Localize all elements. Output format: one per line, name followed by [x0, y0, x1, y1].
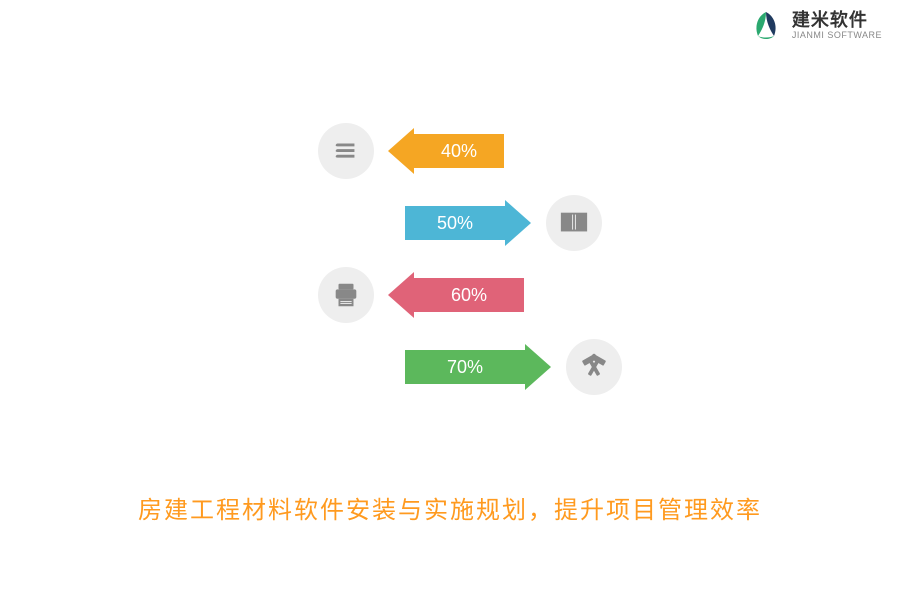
logo-title-cn: 建米软件: [792, 11, 882, 31]
arrow-infographic: 40% 50% 60% 70%: [0, 115, 900, 403]
printer-icon: [318, 267, 374, 323]
logo-title-en: JIANMI SOFTWARE: [792, 31, 882, 41]
logo-mark-icon: [748, 8, 784, 44]
arrow-label: 40%: [414, 134, 504, 168]
hammers-icon: [566, 339, 622, 395]
arrow-left: 40%: [388, 128, 504, 174]
arrow-right: 70%: [405, 344, 551, 390]
arrow-row: 60%: [0, 259, 900, 331]
arrow-label: 50%: [405, 206, 505, 240]
books-icon: [318, 123, 374, 179]
arrow-right: 50%: [405, 200, 531, 246]
arrow-left: 60%: [388, 272, 524, 318]
brand-logo: 建米软件 JIANMI SOFTWARE: [748, 8, 882, 44]
arrow-label: 70%: [405, 350, 525, 384]
arrow-row: 40%: [0, 115, 900, 187]
arrow-row: 50%: [0, 187, 900, 259]
caption-text: 房建工程材料软件安装与实施规划，提升项目管理效率: [0, 490, 900, 525]
arrow-row: 70%: [0, 331, 900, 403]
book-open-icon: [546, 195, 602, 251]
arrow-label: 60%: [414, 278, 524, 312]
